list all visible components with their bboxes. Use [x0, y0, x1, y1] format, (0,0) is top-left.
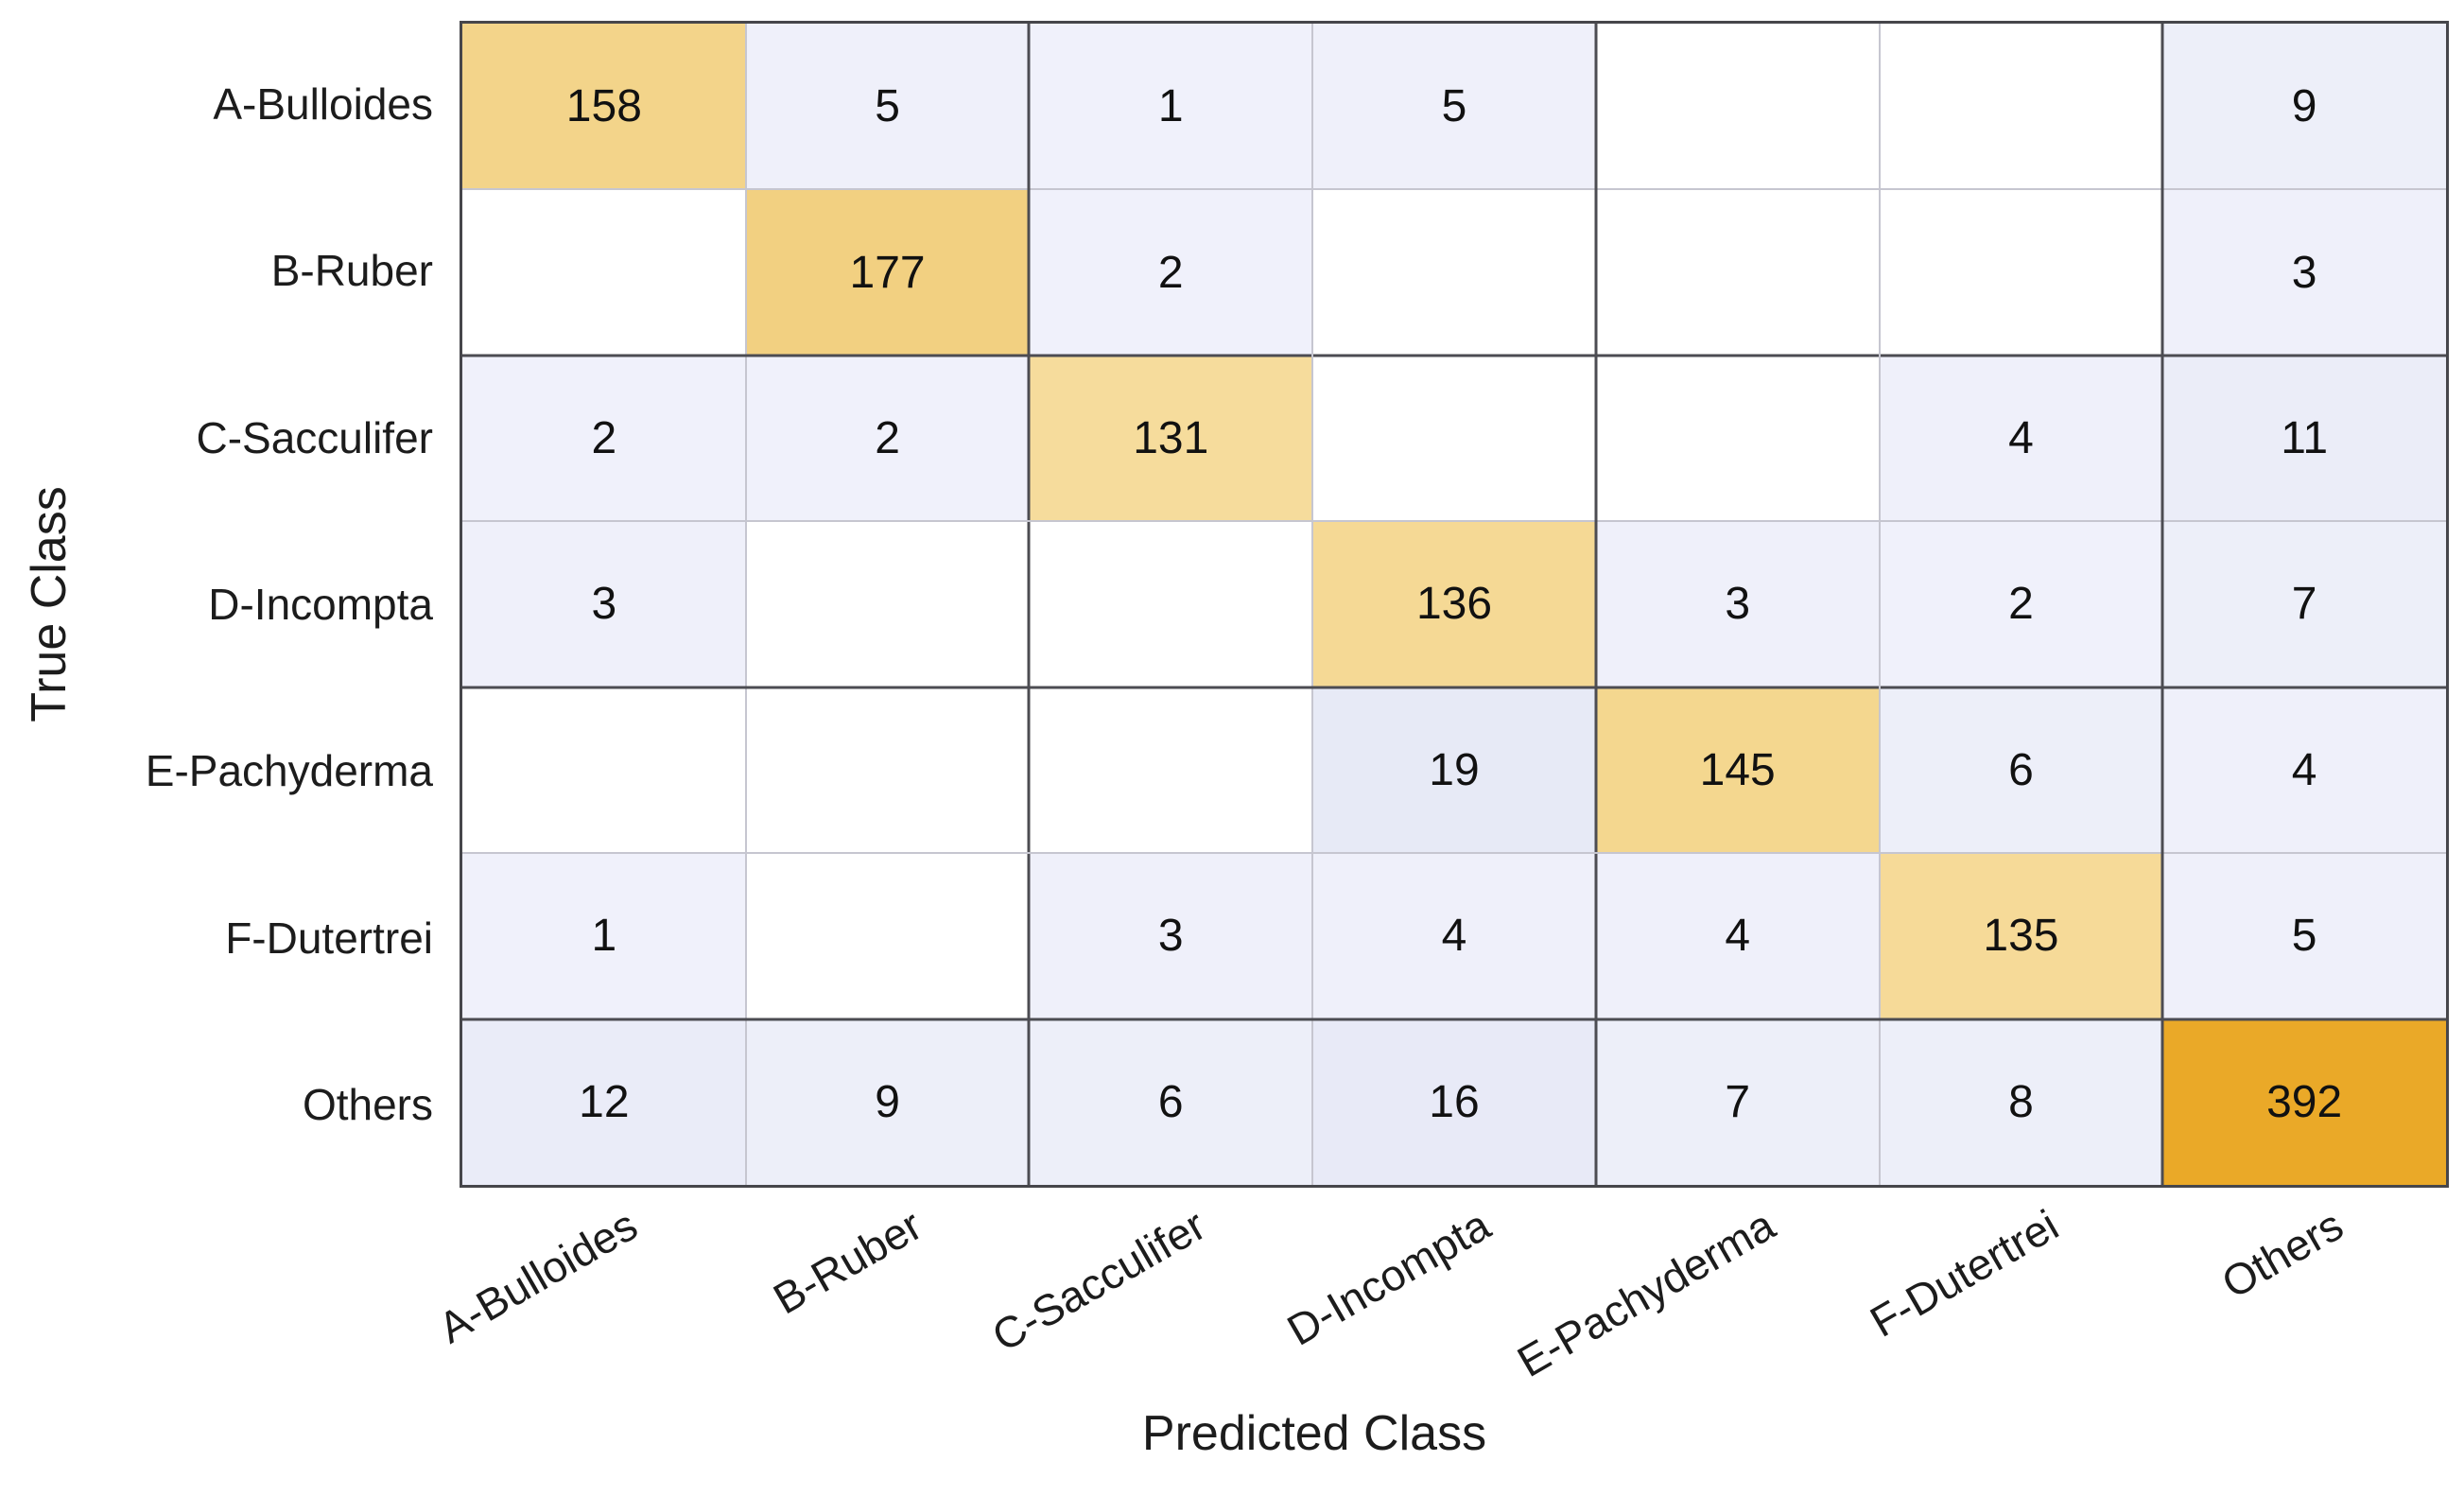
matrix-cell: 2 [745, 355, 1030, 522]
y-tick-label: B-Ruber [270, 246, 433, 296]
matrix-cell: 135 [1879, 853, 2163, 1019]
matrix-cell: 3 [462, 521, 746, 687]
vertical-gridline [1311, 24, 1314, 1185]
matrix-cell: 4 [1595, 853, 1880, 1019]
horizontal-gridline [462, 686, 2446, 689]
matrix-cell: 2 [1879, 521, 2163, 687]
matrix-cell: 19 [1312, 687, 1596, 854]
matrix-cell [1595, 189, 1880, 356]
horizontal-gridline [462, 188, 2446, 191]
horizontal-gridline [462, 852, 2446, 855]
matrix-cell: 1 [1029, 24, 1313, 190]
matrix-cell [462, 189, 746, 356]
matrix-cell: 5 [745, 24, 1030, 190]
matrix-cell: 145 [1595, 687, 1880, 854]
matrix-cell: 6 [1879, 687, 2163, 854]
y-tick-label: C-Sacculifer [196, 412, 433, 462]
y-tick-label: E-Pachyderma [145, 746, 433, 796]
y-tick-label: F-Dutertrei [225, 913, 433, 963]
matrix-cell [1879, 24, 2163, 190]
matrix-cell: 177 [745, 189, 1030, 356]
matrix-cell [745, 521, 1030, 687]
matrix-cell: 7 [1595, 1018, 1880, 1185]
matrix-cell: 4 [1312, 853, 1596, 1019]
matrix-cell [1595, 24, 1880, 190]
matrix-cell: 136 [1312, 521, 1596, 687]
matrix-cell: 2 [1029, 189, 1313, 356]
matrix-cell: 2 [462, 355, 746, 522]
matrix-cell [1029, 521, 1313, 687]
matrix-cell: 131 [1029, 355, 1313, 522]
matrix-cell [1879, 189, 2163, 356]
matrix-grid: 158 5 1 5 9 177 2 3 2 2 131 4 11 3 136 3 2 7 19 145 6 4 1 3 4 4 13… [462, 24, 2446, 1185]
vertical-gridline [1878, 24, 1881, 1185]
matrix-cell: 16 [1312, 1018, 1596, 1185]
matrix-cell [745, 853, 1030, 1019]
matrix-cell: 5 [2162, 853, 2446, 1019]
matrix-cell [462, 687, 746, 854]
horizontal-gridline [462, 520, 2446, 523]
x-axis-title: Predicted Class [1141, 1406, 1487, 1461]
matrix-cell: 9 [2162, 24, 2446, 190]
matrix-cell: 3 [1029, 853, 1313, 1019]
matrix-cell: 392 [2162, 1018, 2446, 1185]
vertical-gridline [1594, 24, 1598, 1185]
matrix-cell: 5 [1312, 24, 1596, 190]
y-tick-label: A-Bulloides [213, 79, 433, 130]
matrix-cell: 9 [745, 1018, 1030, 1185]
matrix-cell: 3 [1595, 521, 1880, 687]
matrix-cell: 158 [462, 24, 746, 190]
matrix-cell [1029, 687, 1313, 854]
matrix-cell: 7 [2162, 521, 2446, 687]
matrix-cell [745, 687, 1030, 854]
horizontal-gridline [462, 354, 2446, 357]
vertical-gridline [744, 24, 747, 1185]
matrix-cell: 4 [2162, 687, 2446, 854]
y-tick-label: Others [302, 1079, 433, 1129]
matrix-cell [1595, 355, 1880, 522]
y-axis-title: True Class [22, 486, 77, 722]
vertical-gridline [1027, 24, 1031, 1185]
matrix-cell: 11 [2162, 355, 2446, 522]
matrix-cell: 4 [1879, 355, 2163, 522]
matrix-cell [1312, 355, 1596, 522]
matrix-cell: 6 [1029, 1018, 1313, 1185]
matrix-cell: 12 [462, 1018, 746, 1185]
vertical-gridline [2160, 24, 2164, 1185]
matrix-cell: 3 [2162, 189, 2446, 356]
plot-area: 158 5 1 5 9 177 2 3 2 2 131 4 11 3 136 3 2 7 19 145 6 4 1 3 4 4 13… [460, 21, 2449, 1188]
y-tick-label: D-Incompta [208, 580, 433, 629]
matrix-cell [1312, 189, 1596, 356]
matrix-cell: 1 [462, 853, 746, 1019]
horizontal-gridline [462, 1018, 2446, 1021]
matrix-cell: 8 [1879, 1018, 2163, 1185]
